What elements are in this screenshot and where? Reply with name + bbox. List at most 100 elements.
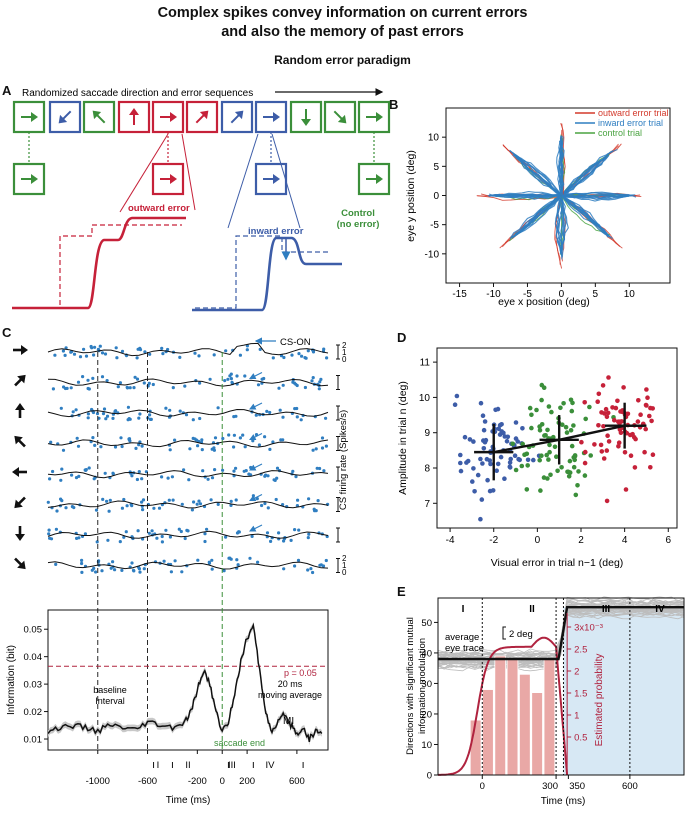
spike: [281, 503, 285, 507]
trajectory: [557, 195, 563, 252]
spike: [61, 349, 65, 353]
scatter-point-control: [555, 468, 560, 474]
spike: [150, 529, 154, 533]
control-label-2: (no error): [337, 219, 380, 230]
second-row-boxes: [12, 132, 391, 196]
spike: [210, 476, 215, 480]
right-tick-label: 3x10⁻³: [574, 623, 603, 634]
spike: [105, 414, 110, 418]
spike: [135, 477, 139, 482]
scatter-point-inward: [495, 461, 501, 467]
cs-firing-rate-label: CS firing rate (Spikes/s): [338, 410, 349, 510]
spike: [275, 466, 280, 470]
scatter-point-outward: [600, 383, 606, 388]
scatter-point-inward: [478, 400, 484, 406]
pvalue-label: p = 0.05: [284, 668, 317, 678]
scatter-point-inward: [487, 488, 493, 494]
spike: [203, 539, 207, 544]
spike: [226, 377, 230, 381]
sequence-box-control: [289, 100, 323, 134]
scatter-point-outward: [604, 414, 610, 420]
scatter-point-control: [545, 427, 550, 433]
spike: [92, 353, 96, 357]
spike: [137, 416, 141, 420]
spike: [318, 380, 322, 384]
spike: [167, 498, 171, 502]
spike: [306, 568, 310, 572]
spike: [170, 475, 174, 479]
raster-row: [14, 372, 340, 391]
tick-label: 300: [542, 781, 558, 792]
panel-c-label: C: [2, 325, 12, 340]
spike: [248, 556, 252, 560]
spike: [93, 443, 97, 447]
spike: [71, 410, 75, 414]
panel-a: Randomized saccade direction and error s…: [12, 88, 391, 312]
scatter-point-inward: [515, 439, 520, 444]
scatter-point-control: [527, 405, 533, 411]
spike: [183, 384, 187, 388]
control-label-1: Control: [341, 208, 375, 219]
scatter-point-outward: [596, 423, 601, 428]
epoch-label: II: [529, 604, 535, 615]
spike: [260, 503, 264, 508]
spike: [324, 444, 328, 448]
individual-eye-trace: [437, 612, 685, 670]
spike: [258, 347, 262, 351]
spike: [196, 444, 200, 448]
spike: [281, 438, 285, 442]
spike: [205, 527, 209, 531]
spike: [113, 409, 117, 414]
arrow-up-left-icon: [92, 110, 106, 124]
spike: [193, 351, 197, 355]
moving-average-label-2: moving average: [258, 690, 322, 700]
cs-on-arrow: [249, 372, 263, 379]
spike: [325, 356, 329, 360]
spike: [138, 412, 142, 416]
spike: [191, 418, 195, 422]
trajectory: [561, 155, 610, 197]
arrow-right-icon: [366, 174, 383, 184]
spike: [48, 536, 52, 540]
spike: [234, 498, 238, 502]
inward-error-label: inward error: [248, 226, 304, 237]
spike: [64, 506, 68, 510]
trajectory: [515, 157, 561, 197]
scatter-point-outward: [621, 385, 626, 390]
spike: [148, 352, 152, 356]
epoch-iii-iv-shade: [563, 607, 684, 775]
scatter-point-control: [568, 397, 574, 403]
scale-tick-label: 1: [342, 561, 347, 570]
scatter-point-control: [537, 428, 543, 433]
spike: [291, 380, 295, 384]
tick-label: 40: [421, 648, 432, 659]
spike: [132, 569, 136, 573]
spike: [212, 353, 216, 357]
spike: [77, 474, 81, 478]
spike: [128, 386, 132, 390]
tick-label: 10: [419, 393, 431, 404]
scatter-point-outward: [612, 417, 617, 423]
spike: [295, 415, 299, 419]
spike: [315, 466, 319, 470]
panel-e-curves: [438, 598, 684, 776]
spike: [187, 478, 191, 482]
scatter-point-outward: [633, 436, 638, 442]
tick-label: -15: [452, 289, 467, 300]
scatter-point-inward: [507, 465, 513, 470]
scatter-point-control: [524, 487, 530, 492]
scatter-point-control: [582, 473, 588, 478]
scatter-point-outward: [582, 400, 587, 405]
spike: [207, 561, 212, 565]
spike: [130, 561, 134, 565]
spike: [137, 470, 141, 474]
trajectory: [499, 193, 562, 198]
spike: [54, 562, 58, 567]
scatter-point-control: [564, 430, 570, 435]
right-tick-label: 2: [574, 667, 579, 678]
scatter-point-outward: [606, 439, 612, 444]
spike: [244, 469, 248, 473]
scatter-point-inward: [480, 461, 485, 466]
trajectory: [560, 195, 609, 237]
scatter-point-control: [568, 428, 574, 433]
